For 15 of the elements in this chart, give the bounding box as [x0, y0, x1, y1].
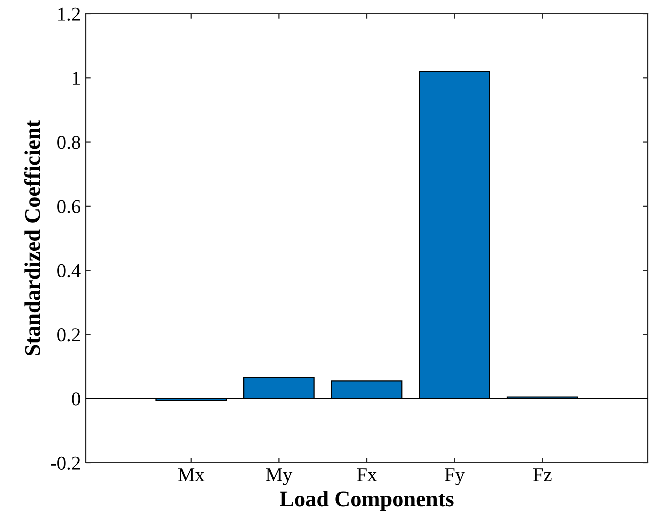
x-tick-label: Fy — [445, 468, 466, 486]
y-tick-label: 0.8 — [58, 136, 80, 150]
y-tick-label: 0 — [72, 392, 80, 406]
y-tick-label: 0.4 — [58, 264, 81, 278]
x-axis-title: Load Components — [280, 491, 454, 512]
x-tick-label: Fz — [533, 468, 552, 482]
x-tick-label: Fx — [357, 468, 378, 482]
y-axis-title: Standardized Coefficient — [24, 120, 40, 356]
x-tick-label: My — [266, 468, 293, 486]
y-tick-label: 1.2 — [58, 8, 80, 22]
x-tick-label: Mx — [178, 468, 205, 482]
y-tick-label: -0.2 — [51, 456, 80, 470]
y-tick-label: 0.2 — [58, 328, 80, 342]
y-tick-label: 0.6 — [58, 200, 81, 214]
y-tick-label: 1 — [73, 72, 80, 85]
